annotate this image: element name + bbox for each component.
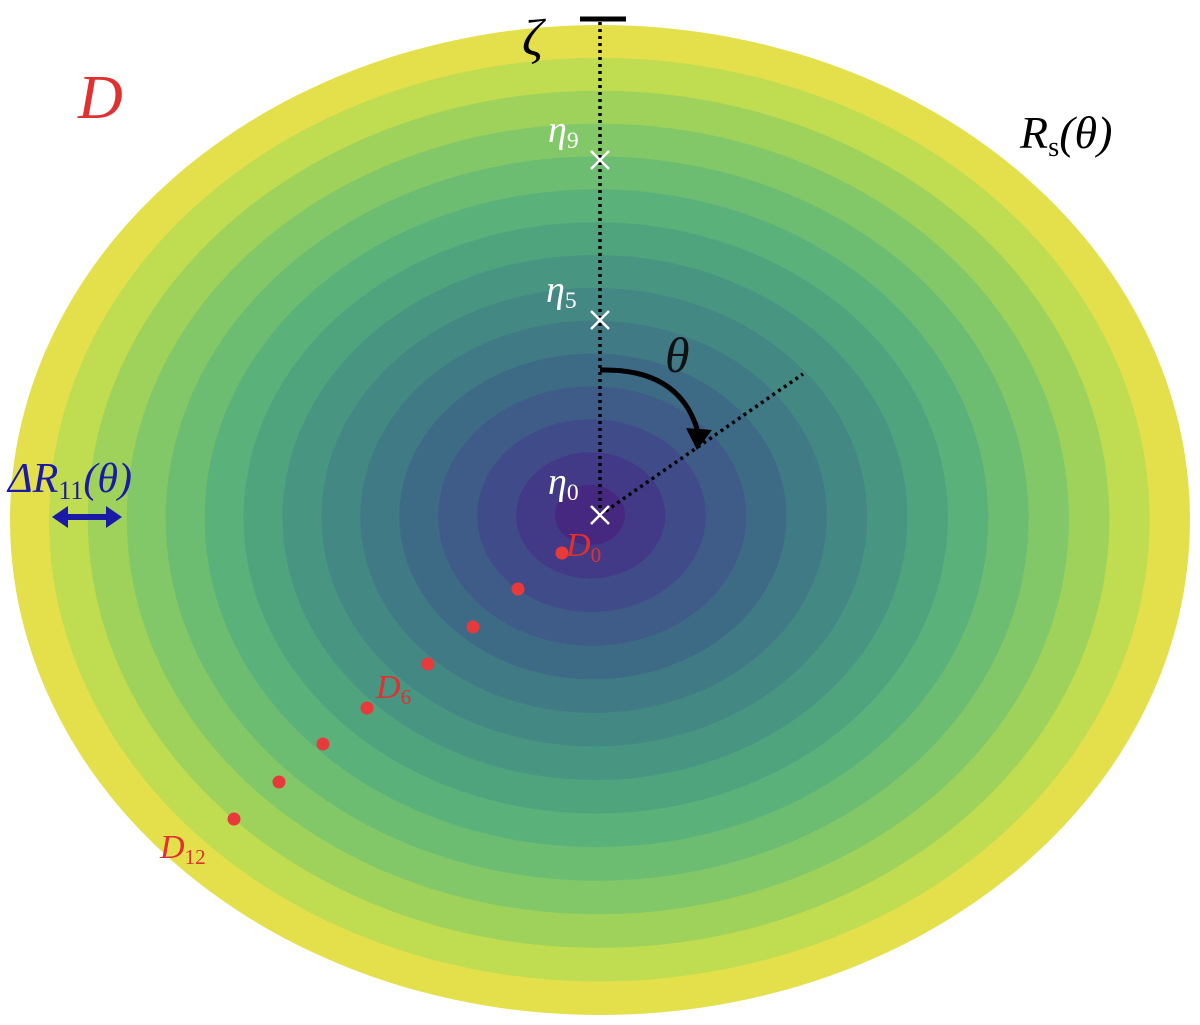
d12-label: D12	[159, 829, 206, 869]
domain-point	[316, 737, 330, 751]
zeta-label: ζ	[522, 10, 546, 67]
eta-markers	[590, 150, 610, 525]
eta0-label: η0	[548, 461, 579, 506]
angle-arrowhead	[686, 428, 712, 450]
theta-label: θ	[665, 327, 690, 383]
domain-point	[466, 620, 480, 634]
domain-point	[421, 657, 435, 671]
domain-point	[511, 582, 525, 596]
angle-ray	[599, 372, 804, 517]
eta5-label: η5	[546, 269, 577, 314]
angle-arc	[599, 367, 701, 433]
domain-point	[555, 546, 569, 560]
ring-width-label: ΔR11(θ)	[6, 456, 132, 505]
domain-point	[227, 812, 241, 826]
ring	[555, 485, 625, 545]
domain-point	[272, 775, 286, 789]
d0-label: D0	[565, 527, 601, 567]
domain-points	[227, 546, 569, 826]
d6-label: D6	[375, 669, 411, 709]
arrowhead-right	[106, 506, 122, 528]
domain-point	[360, 701, 374, 715]
radius-label: Rs(θ)	[1019, 107, 1112, 163]
arrowhead-left	[52, 506, 68, 528]
domain-label: D	[77, 64, 123, 132]
eta9-label: η9	[548, 109, 579, 154]
